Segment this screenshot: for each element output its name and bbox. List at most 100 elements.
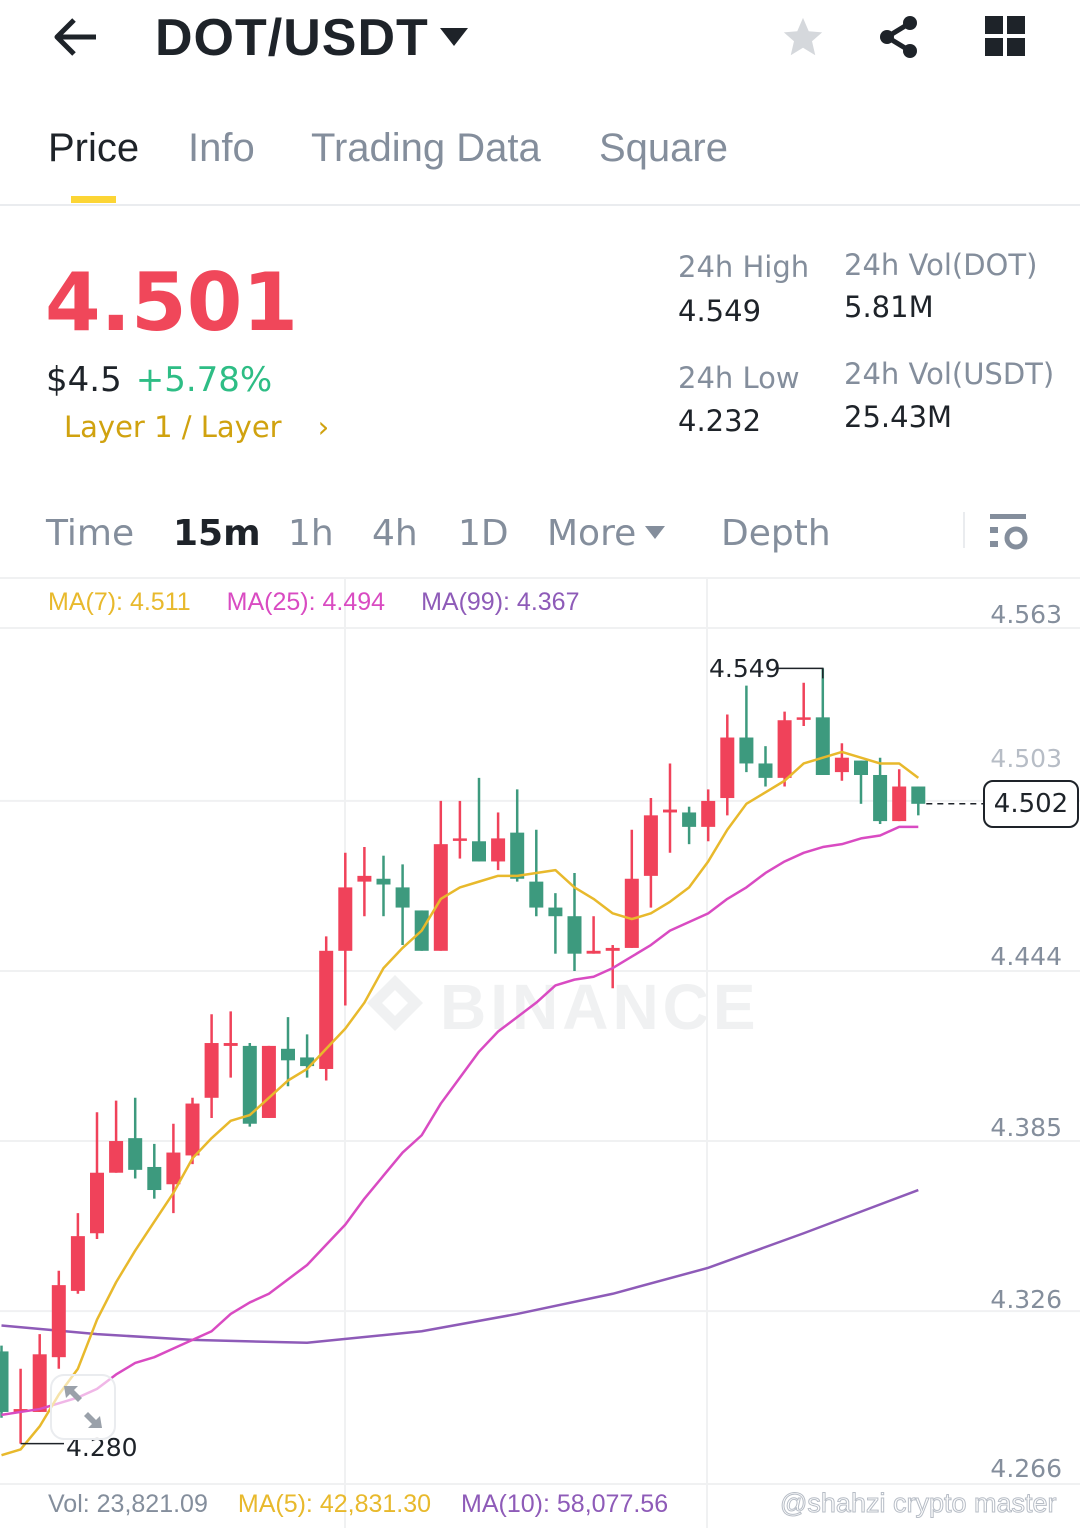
candle-body (395, 887, 410, 908)
candle-body (586, 950, 601, 954)
layout-button[interactable] (985, 16, 1025, 61)
interval-1h[interactable]: 1h (288, 513, 334, 554)
candle-body (357, 875, 372, 882)
y-tick-label: 4.563 (990, 600, 1062, 629)
ma25-line (1, 825, 919, 1417)
divider (0, 577, 1080, 579)
candle-body (796, 717, 811, 720)
ma7-line (1, 750, 920, 1457)
low-value: 4.232 (678, 404, 762, 438)
candle-body (815, 717, 830, 775)
category-tag-link[interactable]: Layer 1 / Layer › (64, 410, 329, 444)
interval-time[interactable]: Time (46, 513, 135, 554)
candle-body (204, 1043, 219, 1098)
back-button[interactable] (50, 14, 102, 60)
share-icon (880, 16, 917, 58)
tab-trading-data[interactable]: Trading Data (311, 126, 541, 170)
candle-body (51, 1285, 66, 1358)
y-tick-label: 4.385 (990, 1113, 1062, 1142)
tab-square[interactable]: Square (599, 126, 728, 170)
tab-depth[interactable]: Depth (721, 513, 831, 554)
interval-4h[interactable]: 4h (372, 513, 418, 554)
vol-quote-label: 24h Vol(USDT) (844, 357, 1055, 391)
candle-body (166, 1152, 181, 1185)
interval-more[interactable]: More (547, 513, 637, 554)
y-tick-label: 4.326 (990, 1285, 1062, 1314)
vol-base-value: 5.81M (844, 290, 934, 324)
ma25-legend: MA(25): 4.494 (226, 588, 386, 616)
candle-body (472, 841, 486, 862)
share-button[interactable] (876, 14, 922, 65)
candle-body (185, 1103, 200, 1156)
candle-body (70, 1236, 85, 1291)
candle-body (548, 907, 563, 917)
low-label: 24h Low (678, 361, 800, 395)
divider (0, 204, 1080, 206)
candle-body (300, 1057, 315, 1067)
y-tick-label: 4.503 (990, 744, 1062, 773)
back-arrow-icon (54, 18, 96, 56)
candle-body (777, 720, 792, 778)
interval-1d[interactable]: 1D (458, 513, 509, 554)
pair-selector-caret[interactable] (440, 28, 468, 53)
candle-body (643, 815, 658, 876)
candle-body (529, 881, 544, 908)
candle-body (682, 812, 697, 827)
chart-settings-icon (990, 514, 1028, 550)
candle-body (834, 757, 849, 773)
expand-icon (64, 1386, 102, 1428)
candle-body (0, 1351, 9, 1412)
pair-title[interactable]: DOT/USDT (155, 9, 429, 67)
ma99-legend: MA(99): 4.367 (421, 588, 580, 616)
fullscreen-button[interactable] (50, 1374, 116, 1440)
current-price-label: 4.502 (983, 780, 1079, 828)
caret-down-icon (645, 526, 665, 545)
volume-legend-row: Vol: 23,821.09 MA(5): 42,831.30 MA(10): … (48, 1490, 668, 1519)
candle-body (491, 838, 506, 862)
candle-body (567, 916, 582, 954)
candle-body (281, 1048, 295, 1061)
tab-price[interactable]: Price (48, 126, 140, 170)
candle-body (873, 774, 888, 822)
vol-quote-value: 25.43M (844, 400, 953, 434)
candle-body (510, 832, 525, 879)
usd-price: $4.5 (46, 360, 122, 400)
candle-body (892, 786, 907, 822)
candle-body (624, 878, 639, 948)
volume-ma10-legend: MA(10): 58,077.56 (461, 1490, 669, 1518)
y-tick-label: 4.444 (990, 942, 1062, 971)
candle-body (452, 838, 467, 841)
tab-info[interactable]: Info (188, 126, 255, 170)
high-marker-label: 4.549 (709, 654, 781, 683)
candle-body (147, 1166, 162, 1191)
price-change-percent: +5.78% (135, 360, 273, 400)
candle-body (338, 887, 353, 951)
candle-body (90, 1172, 104, 1234)
candle-body (758, 763, 773, 778)
interval-15m[interactable]: 15m (173, 513, 261, 554)
candle-body (223, 1043, 238, 1046)
candle-body (242, 1045, 257, 1124)
candle-body (319, 950, 334, 1069)
high-marker-line (776, 667, 824, 679)
candle-body (109, 1141, 124, 1173)
ma-legend: MA(7): 4.511 MA(25): 4.494 MA(99): 4.367 (48, 588, 580, 617)
favorite-button[interactable] (780, 14, 826, 65)
credit-watermark: @shahzi crypto master (780, 1488, 1057, 1519)
candle-body (701, 800, 716, 827)
chevron-right-icon: › (317, 410, 330, 444)
candle-body (13, 1409, 28, 1412)
vol-base-label: 24h Vol(DOT) (844, 248, 1038, 282)
candle-body (720, 737, 735, 799)
last-price: 4.501 (45, 256, 299, 349)
category-tag-label: Layer 1 / Layer (64, 410, 282, 444)
chart-settings-button[interactable] (988, 514, 1028, 555)
volume-ma5-legend: MA(5): 42,831.30 (237, 1490, 432, 1518)
volume-legend: Vol: 23,821.09 (48, 1490, 208, 1518)
divider (963, 512, 965, 548)
high-label: 24h High (678, 250, 810, 284)
binance-logo-icon (367, 975, 423, 1031)
active-tab-indicator (71, 196, 116, 203)
usd-price-row: $4.5 +5.78% (46, 360, 272, 400)
